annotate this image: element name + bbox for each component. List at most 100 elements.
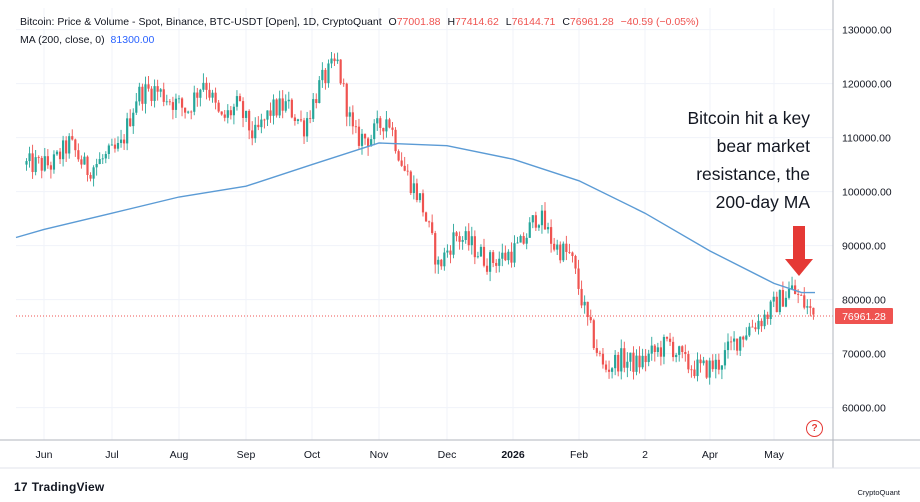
candle-body [86,156,89,175]
open-value: 77001.88 [396,16,441,28]
candle-body [519,236,522,243]
candle-body [345,83,348,117]
candle-body [397,151,400,161]
candle-body [318,80,321,103]
candle-body [464,231,467,241]
y-tick-label: 130000.00 [842,25,892,37]
help-icon[interactable]: ? [806,420,823,437]
candle-body [790,285,794,290]
x-tick-label: May [764,449,785,461]
candle-body [428,221,431,223]
candle-body [650,345,653,354]
candle-body [171,102,174,110]
candle-body [260,119,263,128]
candle-body [190,111,193,113]
candle-body [482,246,486,266]
candle-body [25,161,28,165]
candle-body [778,290,781,313]
candle-body [800,294,803,296]
candle-body [281,98,284,111]
candle-body [165,101,168,103]
candle-body [440,259,443,267]
candle-body [89,174,92,179]
candle-body [116,143,120,149]
candle-body [324,69,327,84]
candle-body [726,341,730,351]
arrow-down-icon [785,226,813,276]
candle-body [446,250,449,253]
annotation-text: Bitcoin hit a key bear market resistance… [687,108,810,212]
cryptoquant-logo: CryptoQuant [857,488,900,497]
candle-body [812,307,815,315]
chart-axes: 60000.00 70000.00 80000.00 90000.00 100000.0… [0,0,920,469]
candle-body [565,243,568,253]
candle-body [58,151,62,160]
y-tick-label: 90000.00 [842,241,886,253]
candle-body [290,99,293,118]
candle-body [510,251,513,263]
ma-200-line [15,142,815,294]
ma-legend[interactable]: MA (200, close, 0) 81300.00 [20,34,154,46]
candle-body [546,227,550,230]
candle-body [659,347,662,357]
candle-body [528,222,531,238]
candle-body [745,335,748,340]
candle-body [720,365,723,370]
candle-body [714,359,717,370]
candle-body [723,350,727,366]
ma-legend-value: 81300.00 [110,34,155,46]
candle-body [245,110,248,118]
x-tick-label: Aug [170,449,189,461]
candle-body [559,244,562,261]
high-value: 77414.62 [455,16,499,28]
candle-body [626,361,629,368]
candle-body [348,112,351,117]
candle-body [589,317,592,321]
candle-body [321,69,324,81]
candle-body [803,295,806,308]
x-tick-label: 2026 [501,449,525,461]
candle-body [187,111,190,113]
candle-body [31,153,34,173]
x-tick-label: Sep [237,449,256,461]
candle-body [275,99,278,116]
candle-body [272,99,275,116]
candle-body [739,336,742,351]
candle-body [373,123,376,140]
candle-body [736,338,739,351]
candle-body [452,232,455,255]
candle-body [601,353,605,365]
candle-body [513,243,516,263]
candle-body [495,262,498,266]
candle-body [766,314,769,320]
candle-body [34,157,37,173]
tradingview-logo[interactable]: 17 TradingView [14,480,104,494]
candle-body [434,233,437,265]
candle-body [223,114,226,118]
candle-body [113,144,117,149]
candle-body [296,119,300,122]
candle-body [681,346,684,353]
candle-body [119,139,123,144]
candle-body [412,183,415,194]
candle-body [92,167,95,179]
candle-body [132,112,135,127]
candle-body [77,150,80,160]
candle-body [278,98,281,116]
candle-body [696,359,699,377]
candle-body [199,89,202,98]
candle-body [614,354,617,369]
candle-body [443,252,446,267]
candle-body [40,157,43,171]
candle-body [360,133,364,146]
candle-body [617,354,620,372]
candle-body [476,256,479,258]
candle-body [68,136,71,154]
candle-body [641,355,644,368]
candle-body [46,156,49,166]
candle-body [257,124,260,128]
candle-body [367,138,370,147]
tradingview-mark: 17 [14,480,28,494]
candle-body [141,86,144,104]
